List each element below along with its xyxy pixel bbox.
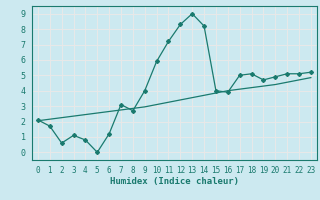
X-axis label: Humidex (Indice chaleur): Humidex (Indice chaleur)	[110, 177, 239, 186]
